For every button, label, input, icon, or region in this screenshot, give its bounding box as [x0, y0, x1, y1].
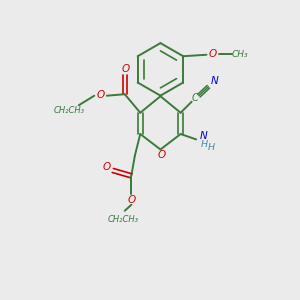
Text: CH₂CH₃: CH₂CH₃ [53, 106, 84, 115]
Text: O: O [103, 163, 111, 172]
Text: CH₃: CH₃ [232, 50, 248, 58]
Text: N: N [211, 76, 219, 86]
Text: O: O [157, 150, 165, 160]
Text: H: H [201, 140, 208, 149]
Text: O: O [128, 195, 136, 205]
Text: CH₂CH₃: CH₂CH₃ [108, 215, 139, 224]
Text: O: O [209, 49, 217, 59]
Text: N: N [200, 131, 207, 141]
Text: H: H [208, 143, 215, 152]
Text: C: C [191, 93, 198, 103]
Text: O: O [121, 64, 129, 74]
Text: O: O [96, 90, 104, 100]
